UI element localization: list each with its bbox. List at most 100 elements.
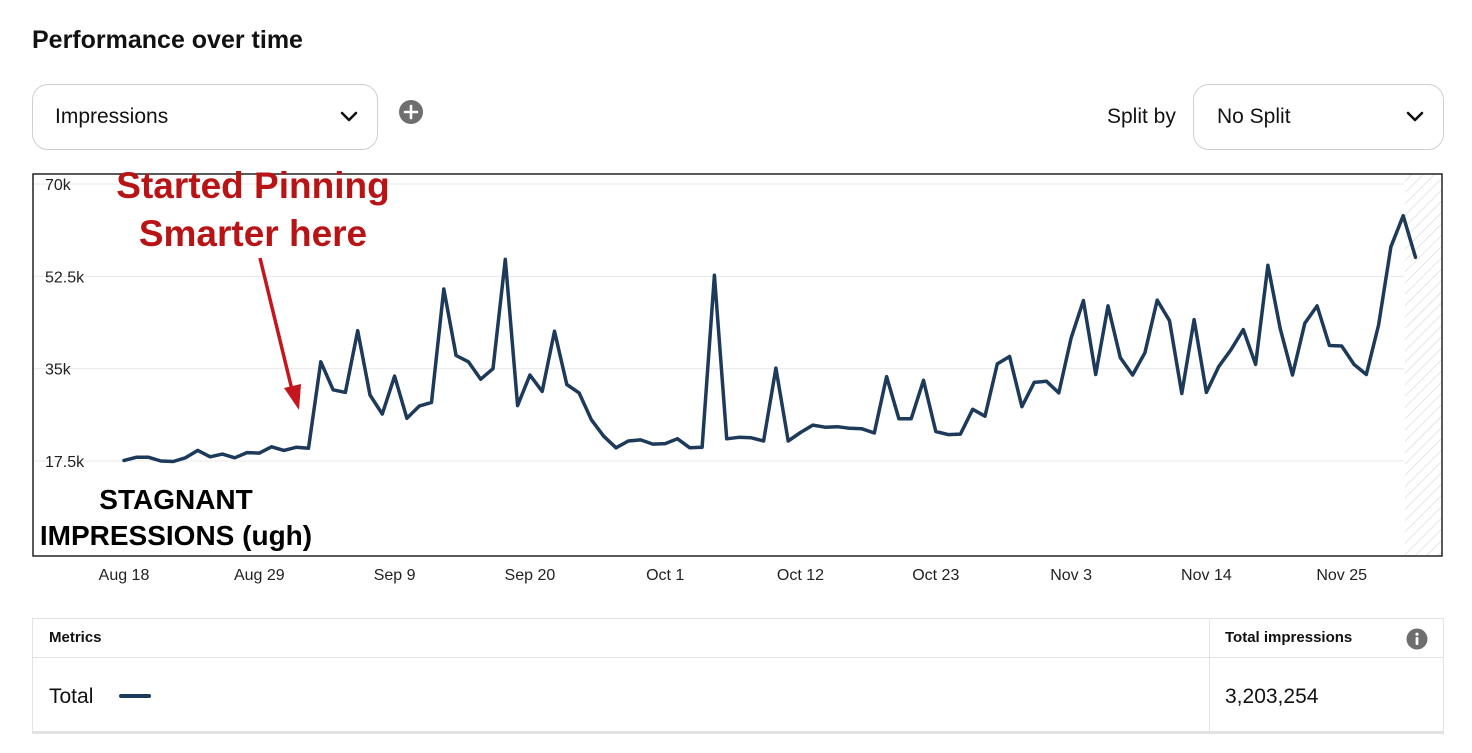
split-dropdown[interactable]: No Split <box>1193 84 1444 150</box>
data-point <box>1315 304 1319 308</box>
data-point <box>442 287 446 291</box>
data-point <box>393 374 397 378</box>
data-point <box>307 446 310 450</box>
y-tick-label: 70k <box>45 177 72 194</box>
data-point <box>466 360 470 364</box>
x-tick-label: Nov 14 <box>1181 567 1232 584</box>
data-point <box>1094 373 1098 376</box>
metric-dropdown[interactable]: Impressions <box>32 84 378 150</box>
annotation-arrow-head <box>284 384 301 410</box>
data-point <box>159 459 163 463</box>
data-point <box>774 366 778 370</box>
split-dropdown-value: No Split <box>1217 105 1291 128</box>
annotation-text: Started Pinning Smarter here <box>88 162 418 258</box>
data-point <box>1008 355 1012 358</box>
data-point <box>1291 373 1294 377</box>
data-point <box>1352 362 1356 366</box>
data-point <box>294 445 298 449</box>
data-point <box>860 427 864 431</box>
data-point <box>811 423 815 427</box>
data-point <box>553 329 556 333</box>
x-tick-label: Nov 25 <box>1316 567 1367 584</box>
data-point <box>946 433 950 437</box>
data-point <box>1377 323 1381 327</box>
x-tick-label: Oct 23 <box>912 567 959 584</box>
data-point <box>577 391 581 395</box>
data-point <box>184 456 187 460</box>
total-impressions-column-header: Total impressions <box>1225 629 1353 646</box>
data-point <box>1241 328 1245 332</box>
x-tick-label: Oct 1 <box>646 567 684 584</box>
table-header-row <box>33 619 1443 658</box>
data-point <box>1278 327 1282 331</box>
data-point <box>589 418 593 422</box>
data-point <box>171 460 175 463</box>
data-point <box>208 455 212 459</box>
incomplete-period-hatch <box>1405 174 1442 556</box>
data-point <box>1254 362 1258 366</box>
performance-chart: 70k 52.5k 35k 17.5k Aug 18 Aug 29 Sep 9 Sep 20… <box>0 160 1472 600</box>
data-point <box>1340 344 1344 348</box>
data-point <box>1389 245 1393 249</box>
data-point <box>1069 336 1073 340</box>
data-point <box>922 378 925 382</box>
data-point <box>430 400 433 404</box>
total-row-label: Total <box>49 685 94 708</box>
y-tick-label: 52.5k <box>45 269 85 286</box>
data-point <box>1204 390 1208 394</box>
data-point <box>934 430 938 433</box>
stagnant-label: STAGNANT IMPRESSIONS (ugh) <box>36 482 316 554</box>
data-point <box>1327 344 1331 347</box>
info-icon[interactable] <box>1406 628 1428 650</box>
data-point <box>270 445 274 449</box>
data-point <box>688 446 692 450</box>
data-point <box>676 437 679 441</box>
page-title: Performance over time <box>32 26 303 54</box>
data-point <box>700 445 704 449</box>
data-point <box>417 404 421 408</box>
line-chart: 70k 52.5k 35k 17.5k Aug 18 Aug 29 Sep 9 Sep 20… <box>32 173 1443 584</box>
data-point <box>565 383 569 386</box>
data-point <box>737 435 741 439</box>
data-point <box>1168 319 1171 323</box>
data-point <box>1143 351 1147 355</box>
series-legend-swatch <box>119 694 151 698</box>
x-tick-label: Aug 29 <box>234 567 285 584</box>
data-point <box>1229 348 1233 352</box>
data-point <box>282 448 286 452</box>
data-point <box>725 437 729 441</box>
data-point <box>958 432 962 436</box>
impressions-series-line <box>122 213 1418 464</box>
data-point <box>1401 214 1405 218</box>
data-point <box>1020 405 1024 409</box>
chevron-down-icon <box>340 111 358 122</box>
data-point <box>196 448 200 452</box>
data-point <box>454 354 458 357</box>
data-point <box>971 407 975 411</box>
data-point <box>1192 318 1196 322</box>
plus-circle-icon[interactable] <box>398 99 424 125</box>
data-point <box>749 436 753 440</box>
data-point <box>1266 263 1270 267</box>
column-divider <box>1209 619 1210 731</box>
plot-frame <box>32 173 1443 557</box>
data-point <box>134 455 138 459</box>
x-tick-label: Sep 9 <box>374 567 416 584</box>
data-point <box>233 456 237 460</box>
data-point <box>1131 373 1135 377</box>
data-point <box>147 455 151 459</box>
y-tick-label: 35k <box>45 362 72 379</box>
annotation-line-1: Started Pinning <box>116 165 390 206</box>
data-point <box>1364 373 1368 376</box>
data-point <box>245 451 249 455</box>
total-impressions-value: 3,203,254 <box>1225 685 1319 708</box>
data-point <box>1045 379 1048 383</box>
data-point <box>639 438 643 442</box>
data-point <box>479 377 483 381</box>
data-point <box>1217 365 1221 369</box>
data-point <box>712 273 716 277</box>
data-point <box>885 375 889 379</box>
data-point <box>343 390 347 394</box>
data-point <box>368 393 372 397</box>
data-point <box>503 257 507 261</box>
